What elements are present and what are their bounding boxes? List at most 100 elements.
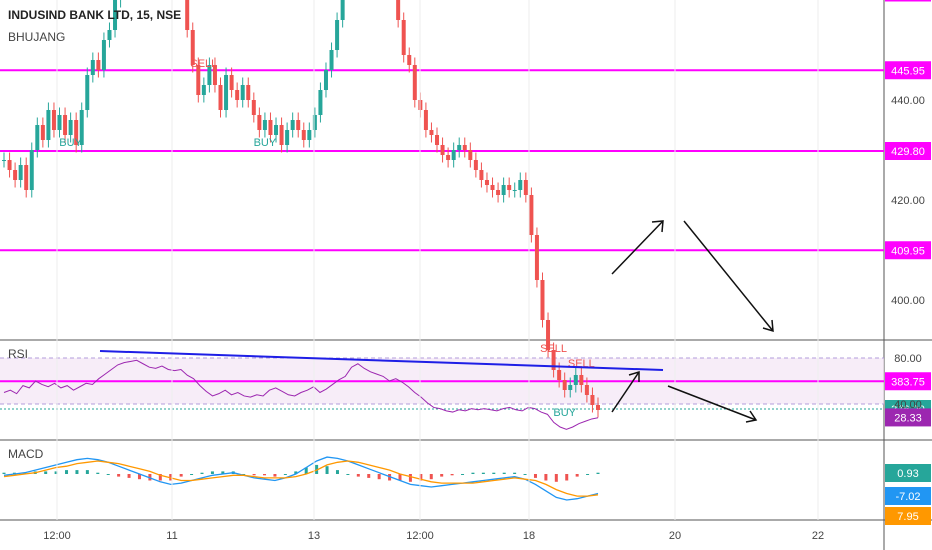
level-tag — [885, 61, 931, 80]
rsi-tick-label: 40.00 — [894, 399, 922, 411]
candle — [490, 185, 495, 190]
macd-histogram-bar — [554, 474, 558, 482]
candle — [546, 320, 551, 350]
macd-histogram-bar — [117, 474, 121, 477]
macd-histogram-bar — [544, 474, 548, 481]
candle — [57, 115, 62, 130]
rsi-title: RSI — [8, 347, 28, 361]
level-tag-label: 429.80 — [891, 146, 925, 158]
candle — [74, 120, 79, 145]
candle — [262, 120, 267, 130]
macd-histogram-bar — [190, 474, 194, 475]
candle — [13, 170, 18, 180]
axes: 12:00 11 13 12:00 18 20 22 — [43, 0, 824, 542]
macd-title: MACD — [8, 447, 44, 461]
macd-histogram-bar — [294, 471, 298, 474]
candle — [224, 75, 229, 110]
candle — [301, 130, 306, 140]
candle — [46, 110, 51, 140]
candle — [440, 145, 445, 155]
macd-histogram-bar — [85, 470, 89, 474]
candle — [579, 375, 584, 385]
rsi-tick-label: 80.00 — [894, 353, 922, 365]
macd-histogram-bar — [2, 472, 6, 474]
macd-histogram-bar — [65, 470, 69, 474]
candle — [101, 40, 106, 70]
candle — [2, 160, 6, 161]
macd-histogram-bar — [586, 474, 590, 475]
candle — [85, 75, 90, 110]
macd-histogram-bar — [106, 474, 110, 475]
rsi-value-tag — [885, 408, 931, 427]
macd-histogram-bar — [533, 474, 537, 478]
candle — [590, 395, 595, 405]
candle — [446, 155, 451, 160]
candle — [212, 65, 217, 85]
candle — [584, 385, 589, 395]
macd-histogram-bar — [471, 472, 475, 474]
macd-histogram-bar — [502, 472, 506, 474]
candle — [429, 130, 434, 135]
candle — [96, 60, 101, 70]
rsi-trendline — [99, 350, 664, 371]
macd-histogram-bar — [335, 470, 339, 474]
candle — [113, 0, 118, 30]
macd-histogram-bar — [325, 466, 329, 474]
macd-histogram-bar — [96, 472, 100, 474]
candle — [507, 185, 512, 190]
candle — [218, 85, 223, 110]
macd-histogram-bar — [54, 471, 58, 474]
candle — [79, 110, 84, 145]
candle — [7, 160, 12, 170]
chart-title: INDUSIND BANK LTD, 15, NSE — [8, 8, 182, 22]
rsi-value-label: 28.33 — [894, 412, 922, 424]
candle — [534, 235, 539, 280]
candle — [201, 85, 206, 95]
level-tag — [885, 142, 931, 160]
candle — [323, 70, 328, 90]
candle — [407, 55, 412, 65]
candle — [551, 350, 556, 370]
candle — [335, 20, 340, 50]
candle — [279, 125, 284, 145]
candle — [496, 190, 501, 195]
buy-signal: BUY — [254, 137, 277, 149]
candle — [401, 20, 406, 55]
macd-histogram-bar — [596, 472, 600, 474]
candle — [412, 65, 417, 100]
macd-histogram-bar — [179, 474, 183, 477]
macd-histogram-bar — [565, 474, 569, 481]
candle — [573, 375, 578, 385]
candle — [529, 195, 534, 235]
macd-histogram-bar — [263, 474, 267, 476]
candle — [562, 380, 567, 390]
level-tag-label: 409.95 — [891, 245, 925, 257]
macd-value-tag-label: -7.02 — [895, 491, 920, 503]
candle — [196, 65, 201, 95]
time-tick-label: 12:00 — [43, 530, 71, 542]
candle — [257, 115, 262, 130]
candle — [423, 110, 428, 130]
macd-histogram-bar — [523, 474, 527, 475]
macd-histogram-bar — [283, 474, 287, 475]
candle — [523, 180, 528, 195]
buy-signal: BUY — [553, 407, 576, 419]
time-tick-label: 18 — [523, 530, 535, 542]
indicator-name: BHUJANG — [8, 30, 66, 44]
macd-histogram-bar — [137, 474, 141, 480]
candle — [18, 165, 23, 180]
macd-histogram-bar — [242, 474, 246, 475]
candle — [501, 185, 506, 195]
macd-histogram-bar — [419, 474, 423, 481]
macd-histogram-bar — [450, 474, 454, 476]
time-tick-label: 11 — [166, 530, 177, 542]
macd-histogram-tag-label: 0.93 — [897, 468, 918, 480]
candle — [568, 385, 573, 390]
candle — [285, 130, 290, 145]
projection-arrows — [611, 220, 774, 423]
candle — [207, 65, 212, 85]
candle — [473, 160, 478, 170]
candle — [251, 100, 256, 115]
candle — [24, 165, 29, 190]
